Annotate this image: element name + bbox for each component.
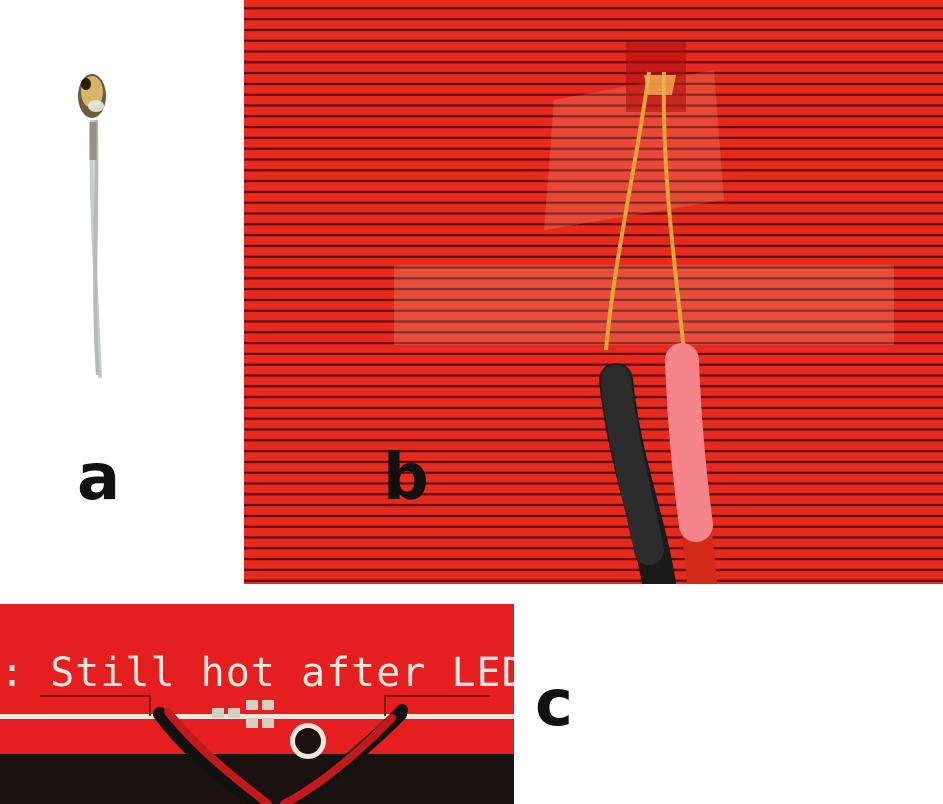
panel-a-thermistor: a bbox=[0, 0, 244, 584]
panel-c-pcb: : Still hot after LED bbox=[0, 604, 514, 804]
panel-label-b: b bbox=[383, 441, 429, 515]
panel-label-c: c bbox=[535, 667, 573, 741]
heatbed-illustration bbox=[244, 0, 943, 584]
panel-b-heatbed: b bbox=[244, 0, 943, 584]
panel-label-a: a bbox=[77, 441, 121, 515]
pcb-illustration bbox=[0, 604, 514, 804]
thermistor-illustration bbox=[78, 74, 106, 379]
pcb-silkscreen-text: : Still hot after LED bbox=[0, 650, 514, 696]
